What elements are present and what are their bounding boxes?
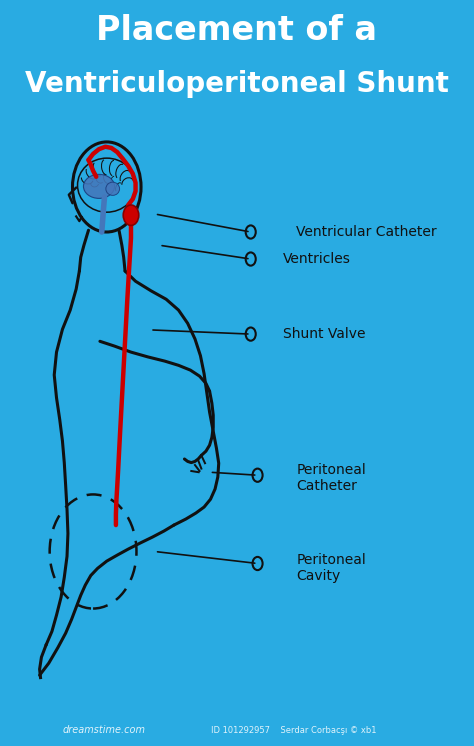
Text: Ventricles: Ventricles bbox=[283, 252, 351, 266]
Text: Ventriculoperitoneal Shunt: Ventriculoperitoneal Shunt bbox=[25, 70, 449, 98]
Text: Peritoneal
Cavity: Peritoneal Cavity bbox=[296, 554, 366, 583]
Text: Peritoneal
Catheter: Peritoneal Catheter bbox=[296, 463, 366, 493]
Text: Placement of a: Placement of a bbox=[97, 13, 377, 47]
Ellipse shape bbox=[83, 175, 115, 198]
Text: ID 101292957    Serdar Corbacşı © xb1: ID 101292957 Serdar Corbacşı © xb1 bbox=[211, 726, 377, 735]
Text: Ventricular Catheter: Ventricular Catheter bbox=[296, 225, 437, 239]
Text: Shunt Valve: Shunt Valve bbox=[283, 327, 365, 341]
Text: dreamstime.com: dreamstime.com bbox=[63, 725, 146, 736]
Circle shape bbox=[123, 205, 139, 225]
Ellipse shape bbox=[106, 182, 119, 195]
